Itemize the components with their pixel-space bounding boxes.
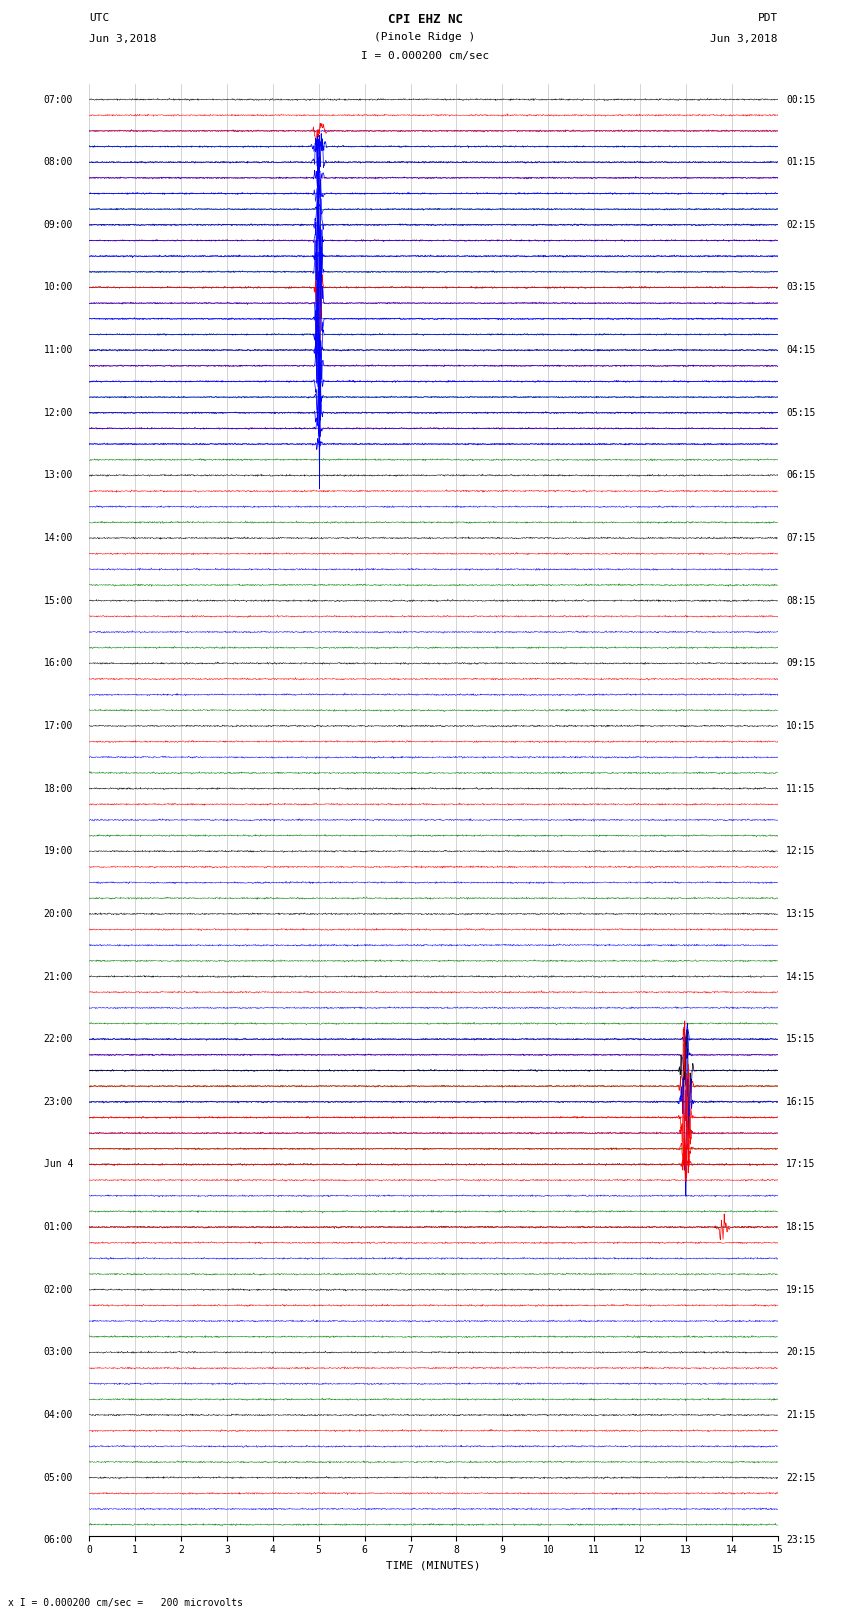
Text: 17:00: 17:00 <box>44 721 73 731</box>
Text: 16:15: 16:15 <box>786 1097 815 1107</box>
Text: 18:00: 18:00 <box>44 784 73 794</box>
Text: 00:15: 00:15 <box>786 95 815 105</box>
Text: (Pinole Ridge ): (Pinole Ridge ) <box>374 32 476 42</box>
Text: 11:00: 11:00 <box>44 345 73 355</box>
Text: 09:00: 09:00 <box>44 219 73 229</box>
Text: 13:15: 13:15 <box>786 908 815 919</box>
Text: 02:15: 02:15 <box>786 219 815 229</box>
Text: 12:15: 12:15 <box>786 847 815 857</box>
Text: 01:15: 01:15 <box>786 156 815 168</box>
Text: 22:15: 22:15 <box>786 1473 815 1482</box>
Text: 23:00: 23:00 <box>44 1097 73 1107</box>
Text: 08:15: 08:15 <box>786 595 815 605</box>
Text: 23:15: 23:15 <box>786 1536 815 1545</box>
Text: 19:15: 19:15 <box>786 1284 815 1295</box>
Text: 10:00: 10:00 <box>44 282 73 292</box>
Text: 12:00: 12:00 <box>44 408 73 418</box>
Text: 14:00: 14:00 <box>44 532 73 544</box>
X-axis label: TIME (MINUTES): TIME (MINUTES) <box>386 1561 481 1571</box>
Text: Jun 4: Jun 4 <box>44 1160 73 1169</box>
Text: 06:15: 06:15 <box>786 471 815 481</box>
Text: Jun 3,2018: Jun 3,2018 <box>89 34 156 44</box>
Text: 16:00: 16:00 <box>44 658 73 668</box>
Text: 13:00: 13:00 <box>44 471 73 481</box>
Text: 07:15: 07:15 <box>786 532 815 544</box>
Text: 15:15: 15:15 <box>786 1034 815 1044</box>
Text: 22:00: 22:00 <box>44 1034 73 1044</box>
Text: 03:00: 03:00 <box>44 1347 73 1358</box>
Text: 19:00: 19:00 <box>44 847 73 857</box>
Text: 21:15: 21:15 <box>786 1410 815 1419</box>
Text: PDT: PDT <box>757 13 778 23</box>
Text: UTC: UTC <box>89 13 110 23</box>
Text: 03:15: 03:15 <box>786 282 815 292</box>
Text: 21:00: 21:00 <box>44 971 73 981</box>
Text: 06:00: 06:00 <box>44 1536 73 1545</box>
Text: 20:15: 20:15 <box>786 1347 815 1358</box>
Text: 08:00: 08:00 <box>44 156 73 168</box>
Text: x I = 0.000200 cm/sec =   200 microvolts: x I = 0.000200 cm/sec = 200 microvolts <box>8 1598 243 1608</box>
Text: 14:15: 14:15 <box>786 971 815 981</box>
Text: 04:15: 04:15 <box>786 345 815 355</box>
Text: 01:00: 01:00 <box>44 1223 73 1232</box>
Text: 10:15: 10:15 <box>786 721 815 731</box>
Text: 15:00: 15:00 <box>44 595 73 605</box>
Text: 17:15: 17:15 <box>786 1160 815 1169</box>
Text: CPI EHZ NC: CPI EHZ NC <box>388 13 462 26</box>
Text: 04:00: 04:00 <box>44 1410 73 1419</box>
Text: 05:00: 05:00 <box>44 1473 73 1482</box>
Text: Jun 3,2018: Jun 3,2018 <box>711 34 778 44</box>
Text: 18:15: 18:15 <box>786 1223 815 1232</box>
Text: 07:00: 07:00 <box>44 95 73 105</box>
Text: 02:00: 02:00 <box>44 1284 73 1295</box>
Text: 20:00: 20:00 <box>44 908 73 919</box>
Text: 09:15: 09:15 <box>786 658 815 668</box>
Text: 11:15: 11:15 <box>786 784 815 794</box>
Text: I = 0.000200 cm/sec: I = 0.000200 cm/sec <box>361 52 489 61</box>
Text: 05:15: 05:15 <box>786 408 815 418</box>
